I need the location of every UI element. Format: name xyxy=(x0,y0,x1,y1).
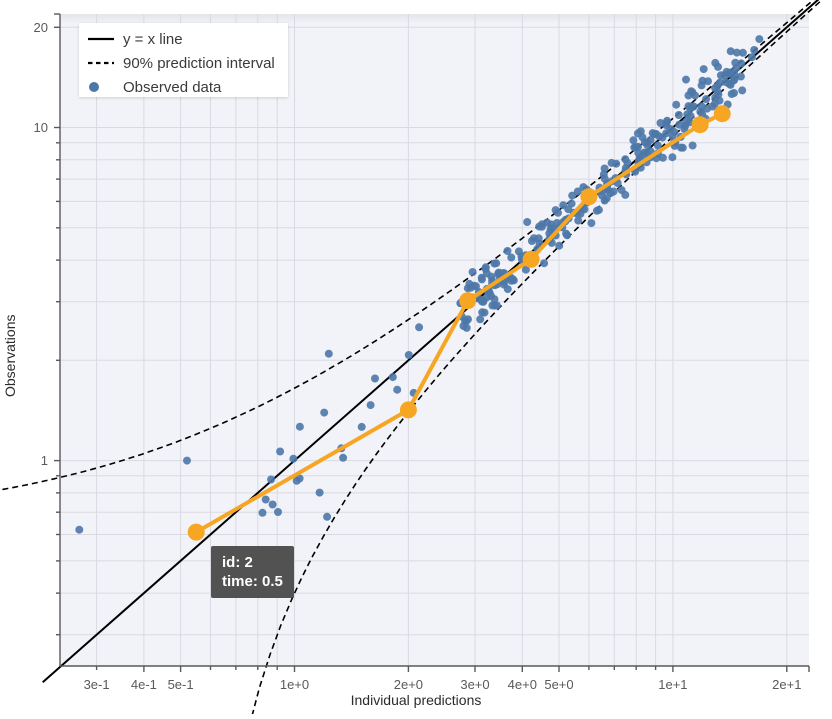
svg-text:4e+0: 4e+0 xyxy=(508,677,537,692)
svg-text:5e-1: 5e-1 xyxy=(168,677,194,692)
svg-text:4e-1: 4e-1 xyxy=(131,677,157,692)
svg-text:3e+0: 3e+0 xyxy=(460,677,489,692)
svg-text:1: 1 xyxy=(41,453,48,468)
svg-text:1e+1: 1e+1 xyxy=(658,677,687,692)
svg-text:5e+0: 5e+0 xyxy=(544,677,573,692)
svg-text:3e-1: 3e-1 xyxy=(84,677,110,692)
svg-text:2e+1: 2e+1 xyxy=(772,677,801,692)
svg-text:20: 20 xyxy=(34,20,48,35)
svg-text:10: 10 xyxy=(34,120,48,135)
svg-text:1e+0: 1e+0 xyxy=(280,677,309,692)
svg-text:2e+0: 2e+0 xyxy=(394,677,423,692)
